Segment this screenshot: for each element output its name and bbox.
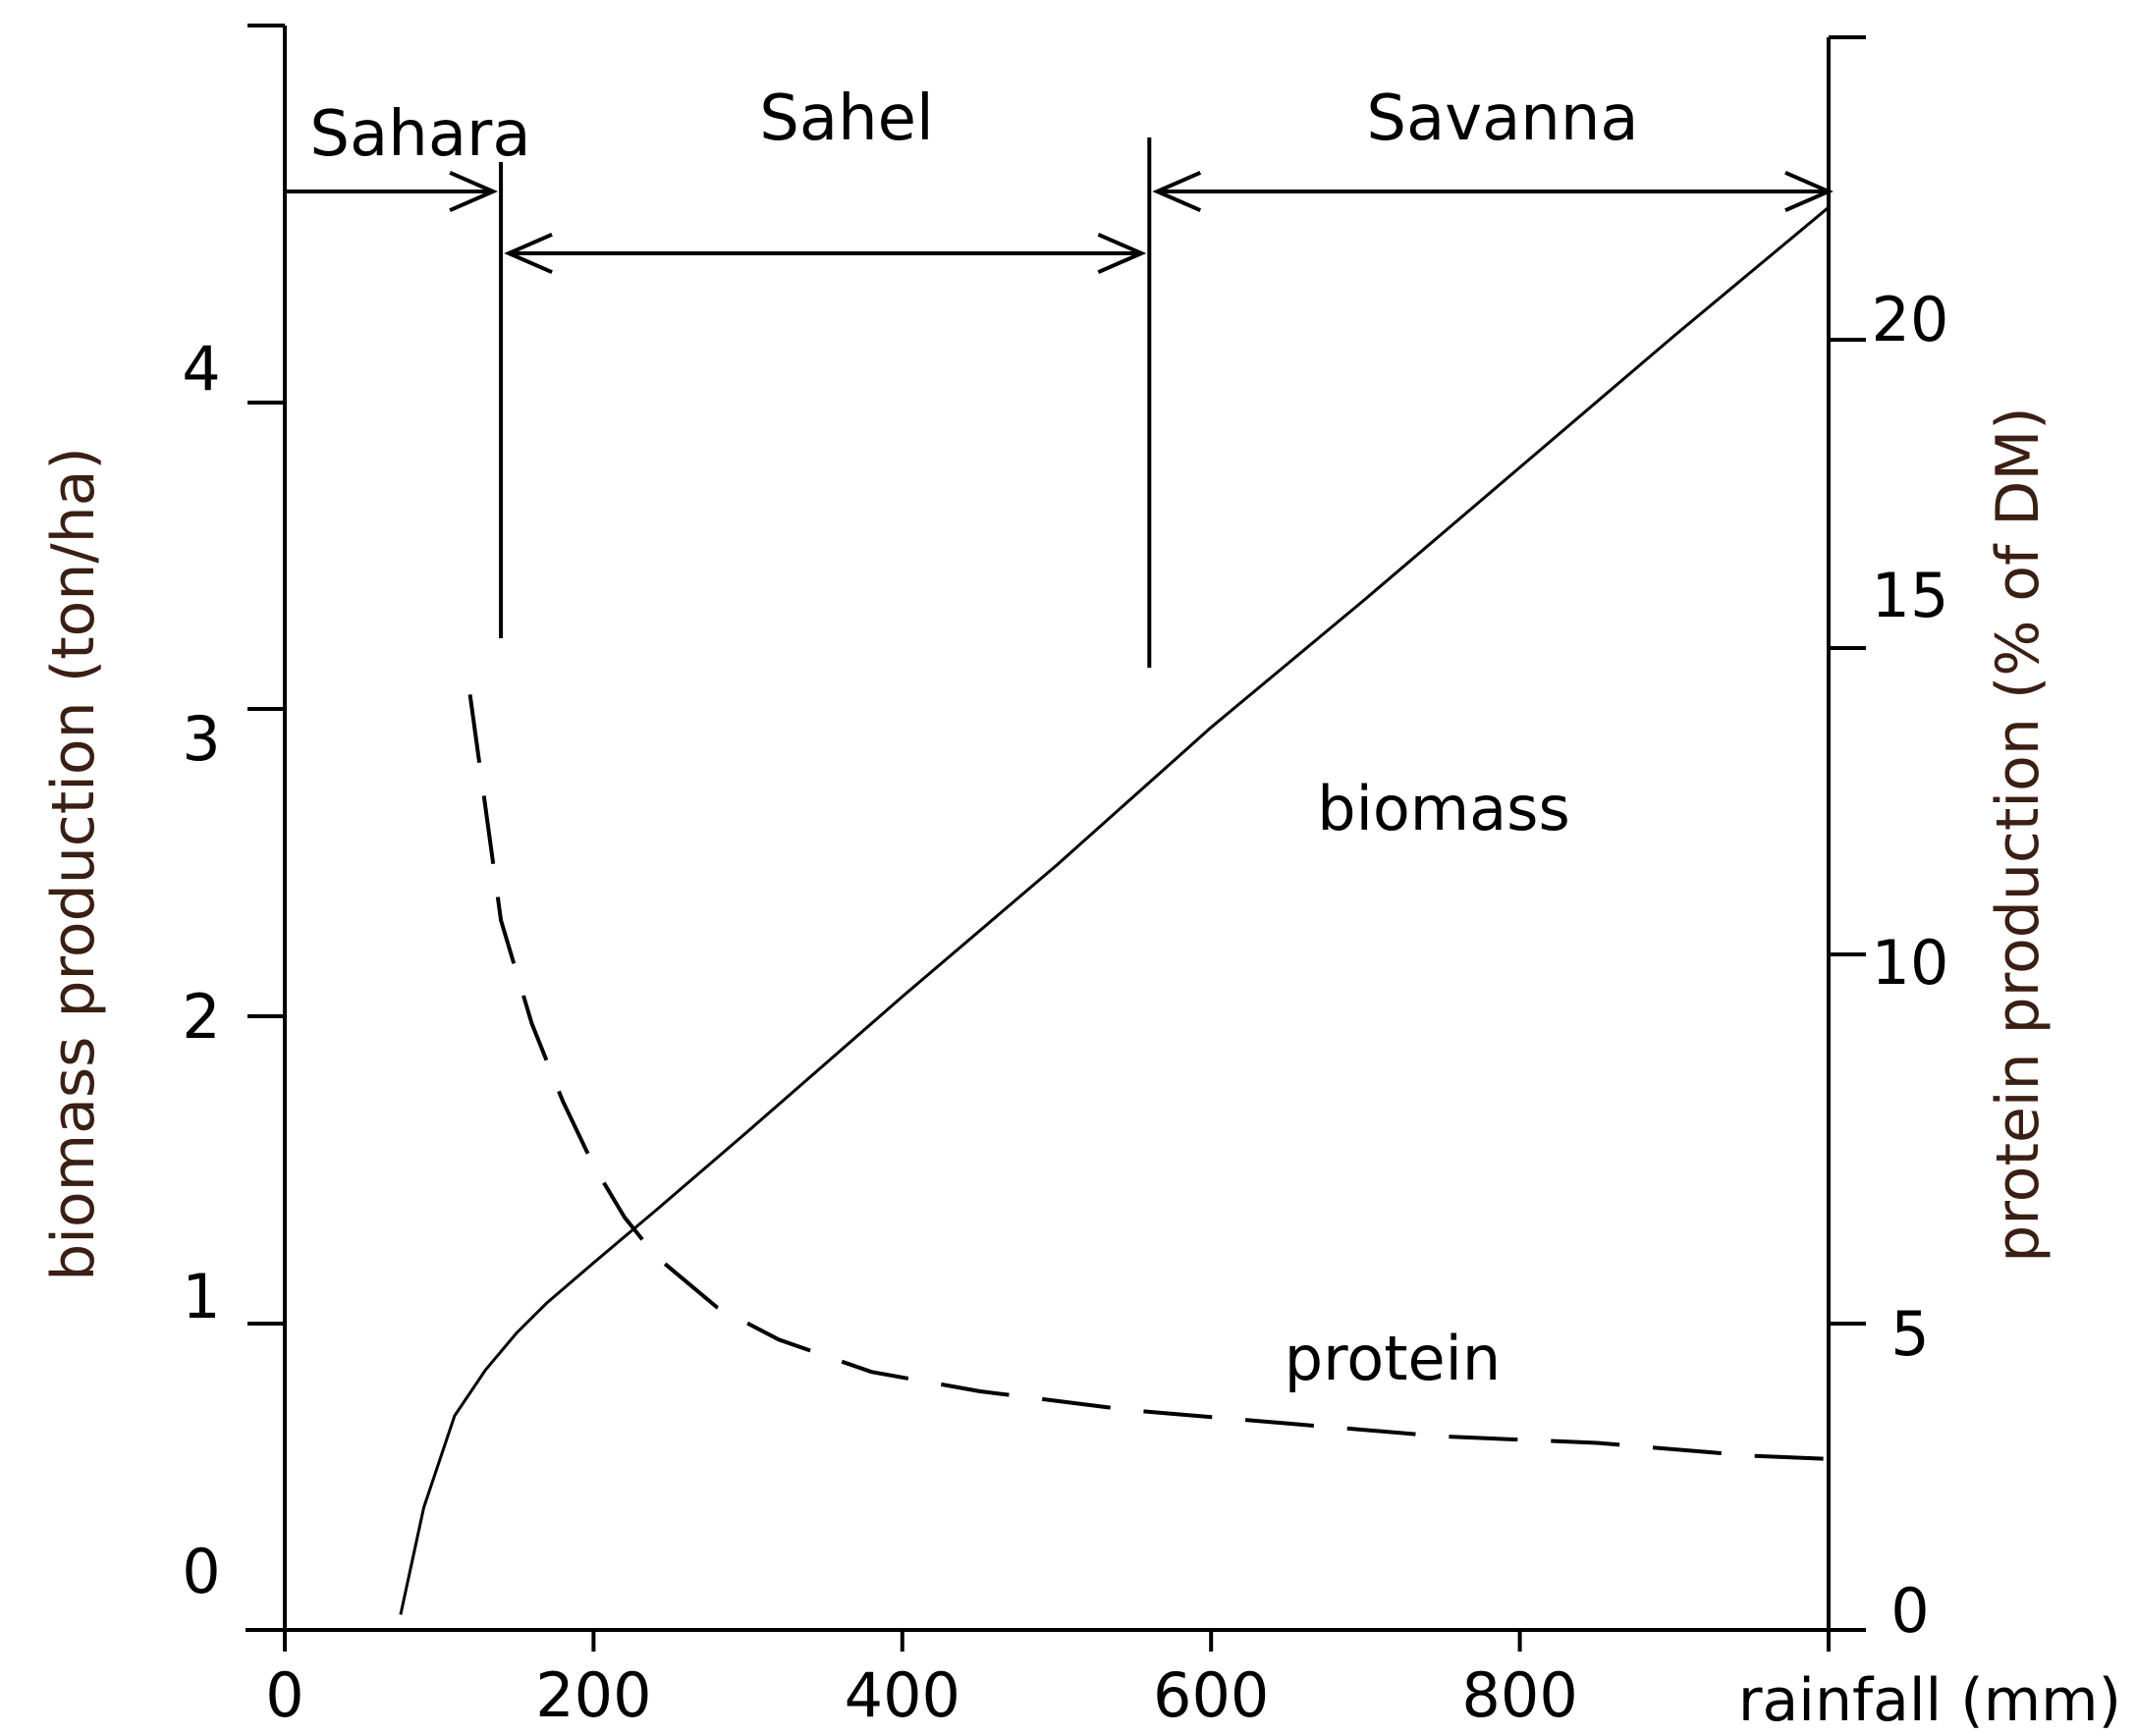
right-tick-label: 0 (1890, 1575, 1929, 1647)
left-tick-label: 2 (182, 981, 220, 1053)
left-tick-label: 3 (182, 703, 220, 775)
labels-group: biomass protein (1285, 773, 1570, 1394)
right-axis-title: protein production (% of DM) (1984, 407, 2053, 1262)
zone-label-savanna: Savanna (1366, 82, 1638, 155)
right-tick-label: 5 (1890, 1298, 1929, 1370)
left-tick-label: 4 (182, 333, 220, 405)
x-tick-label: 0 (265, 1659, 303, 1731)
savanna-arrow-head-left (1152, 170, 1202, 213)
series-line-protein (467, 694, 1830, 1461)
x-tick-label: 600 (1153, 1659, 1269, 1731)
protein-label: protein (1285, 1323, 1501, 1394)
biomass-label: biomass (1317, 773, 1570, 844)
left-axis-title: biomass production (ton/ha) (39, 447, 108, 1281)
x-axis-title: rainfall (mm) (1738, 1666, 2121, 1735)
series-line-biomass (399, 206, 1830, 1615)
zone-label-sahel: Sahel (759, 82, 934, 155)
zone-label-sahara: Sahara (309, 98, 530, 171)
sahara-arrow-head (449, 170, 499, 213)
savanna-arrow-head-right (1784, 170, 1834, 213)
zone-markers: Sahara Sahel Savanna (285, 82, 1834, 668)
left-tick-label: 0 (182, 1536, 220, 1607)
right-tick-label: 10 (1872, 927, 1949, 999)
axes: 0 200 400 600 800 0 1 2 3 4 0 5 10 15 20 biomass produc… (39, 24, 2121, 1735)
x-tick-label: 400 (845, 1659, 960, 1731)
sahel-arrow-head-right (1097, 232, 1147, 275)
x-tick-label: 200 (535, 1659, 651, 1731)
series-group (399, 206, 1830, 1615)
left-tick-label: 1 (182, 1261, 220, 1332)
right-tick-label: 15 (1872, 560, 1949, 631)
sahel-arrow-head-left (504, 232, 553, 275)
right-tick-label: 20 (1872, 284, 1949, 355)
x-tick-label: 800 (1461, 1659, 1577, 1731)
